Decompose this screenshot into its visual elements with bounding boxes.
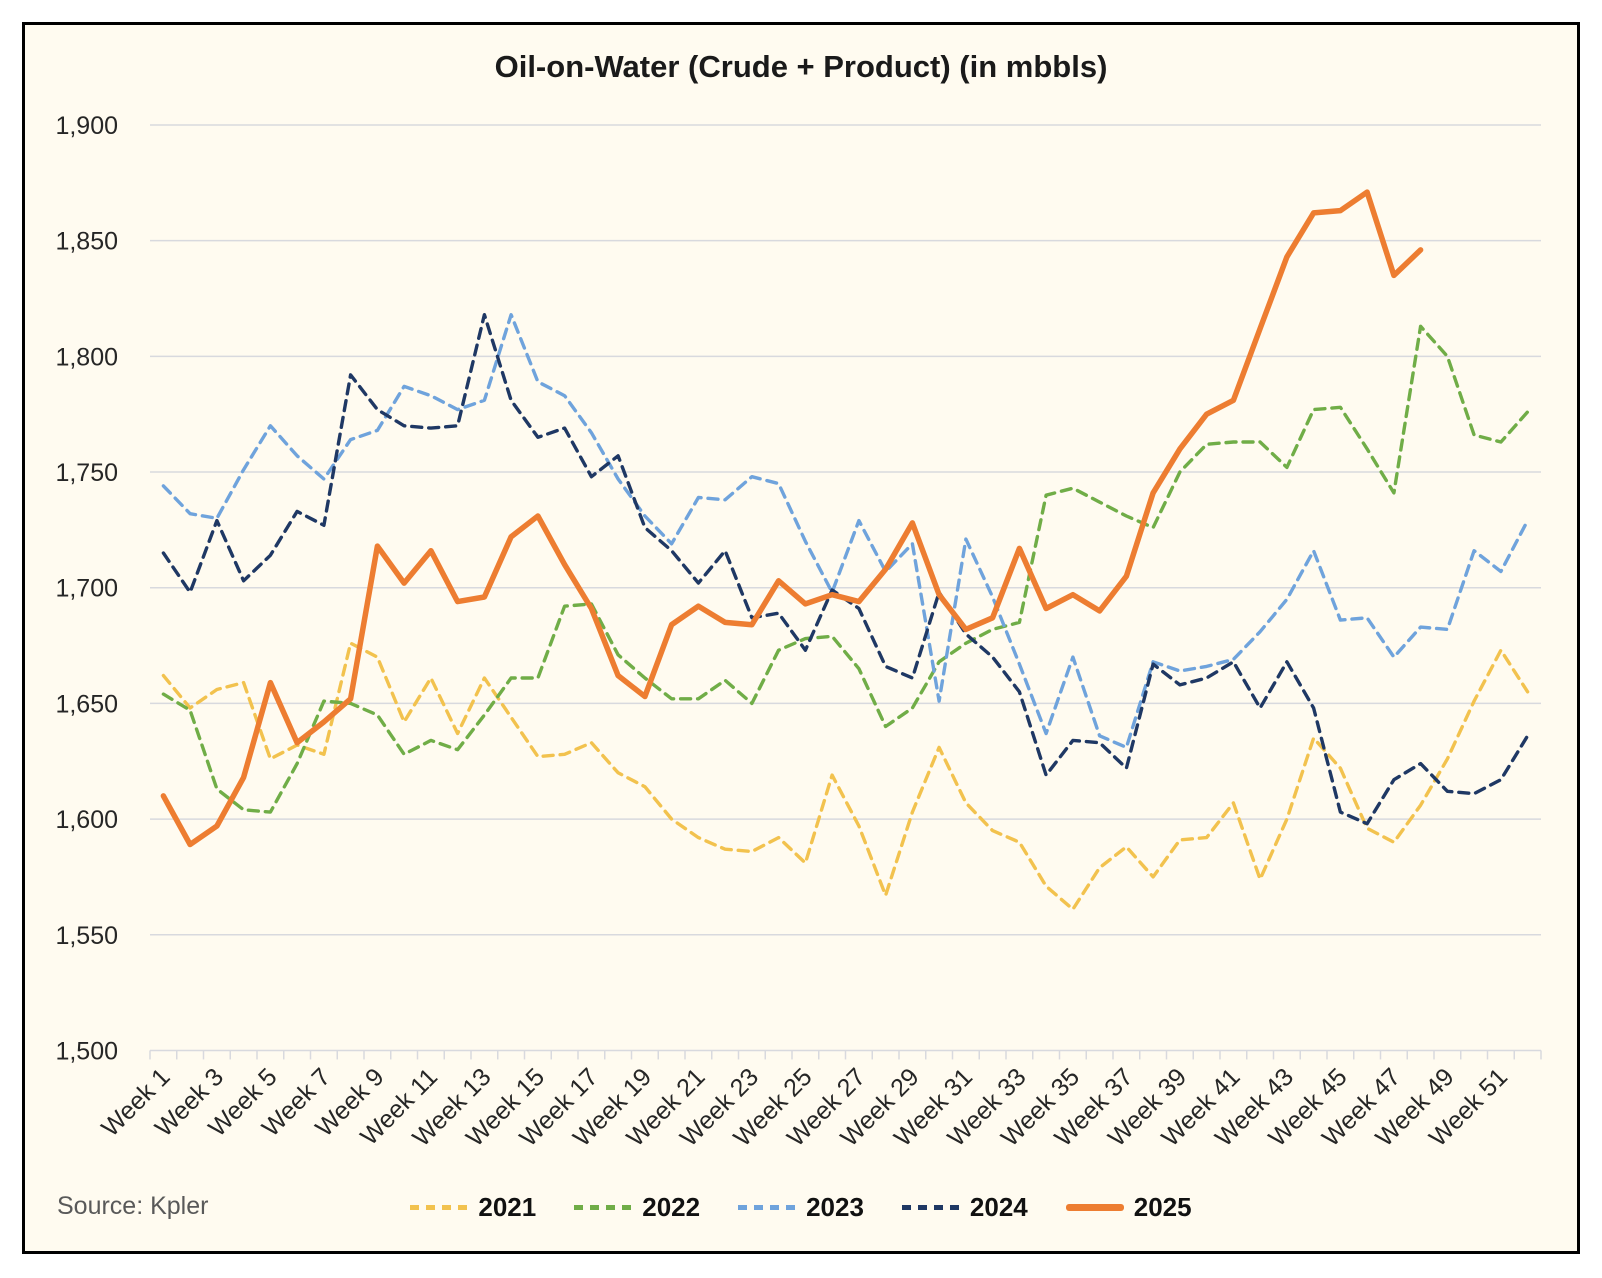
series-line-2024 [161, 313, 1530, 826]
y-axis-tick-label: 1,800 [55, 343, 118, 371]
line-chart-plot: 1,500 1,550 1,600 1,650 1,700 1,750 1,800 1,850… [55, 112, 1542, 1152]
y-axis-tick-label: 1,700 [55, 575, 118, 603]
legend-label-2023: 2023 [806, 1192, 864, 1222]
legend-swatch-2021 [410, 1205, 469, 1210]
legend-label-2022: 2022 [642, 1192, 701, 1222]
legend-label-2025: 2025 [1133, 1192, 1192, 1222]
y-axis-tick-label: 1,650 [55, 690, 118, 718]
series-line-2023 [161, 313, 1530, 750]
chart-frame: Oil-on-Water (Crude + Product) (in mbbls… [22, 22, 1580, 1254]
legend-item-2024: 2024 [901, 1192, 1028, 1223]
legend-item-2025: 2025 [1065, 1192, 1192, 1223]
y-axis-tick-label: 1,850 [55, 228, 118, 256]
series-line-2025 [160, 189, 1424, 848]
legend-swatch-2025 [1065, 1204, 1124, 1211]
legend-item-2022: 2022 [574, 1192, 700, 1223]
source-note: Source: Kpler [57, 1192, 209, 1220]
legend-label-2021: 2021 [478, 1192, 537, 1222]
chart-title: Oil-on-Water (Crude + Product) (in mbbls… [494, 49, 1108, 84]
y-axis-tick-label: 1,750 [55, 459, 118, 487]
legend-label-2024: 2024 [969, 1192, 1028, 1222]
y-axis-tick-label: 1,550 [55, 922, 118, 950]
chart-legend: 2021 2022 2023 2024 2025 [25, 1192, 1577, 1223]
legend-swatch-2023 [738, 1205, 797, 1210]
y-axis-tick-label: 1,900 [55, 112, 118, 140]
legend-item-2023: 2023 [738, 1192, 864, 1223]
series-line-2022 [161, 324, 1530, 814]
y-axis-tick-label: 1,600 [55, 806, 118, 834]
series-line-2021 [161, 641, 1530, 911]
legend-swatch-2024 [901, 1205, 960, 1210]
legend-item-2021: 2021 [410, 1192, 536, 1223]
y-axis-tick-label: 1,500 [55, 1037, 118, 1065]
legend-swatch-2022 [574, 1205, 633, 1210]
